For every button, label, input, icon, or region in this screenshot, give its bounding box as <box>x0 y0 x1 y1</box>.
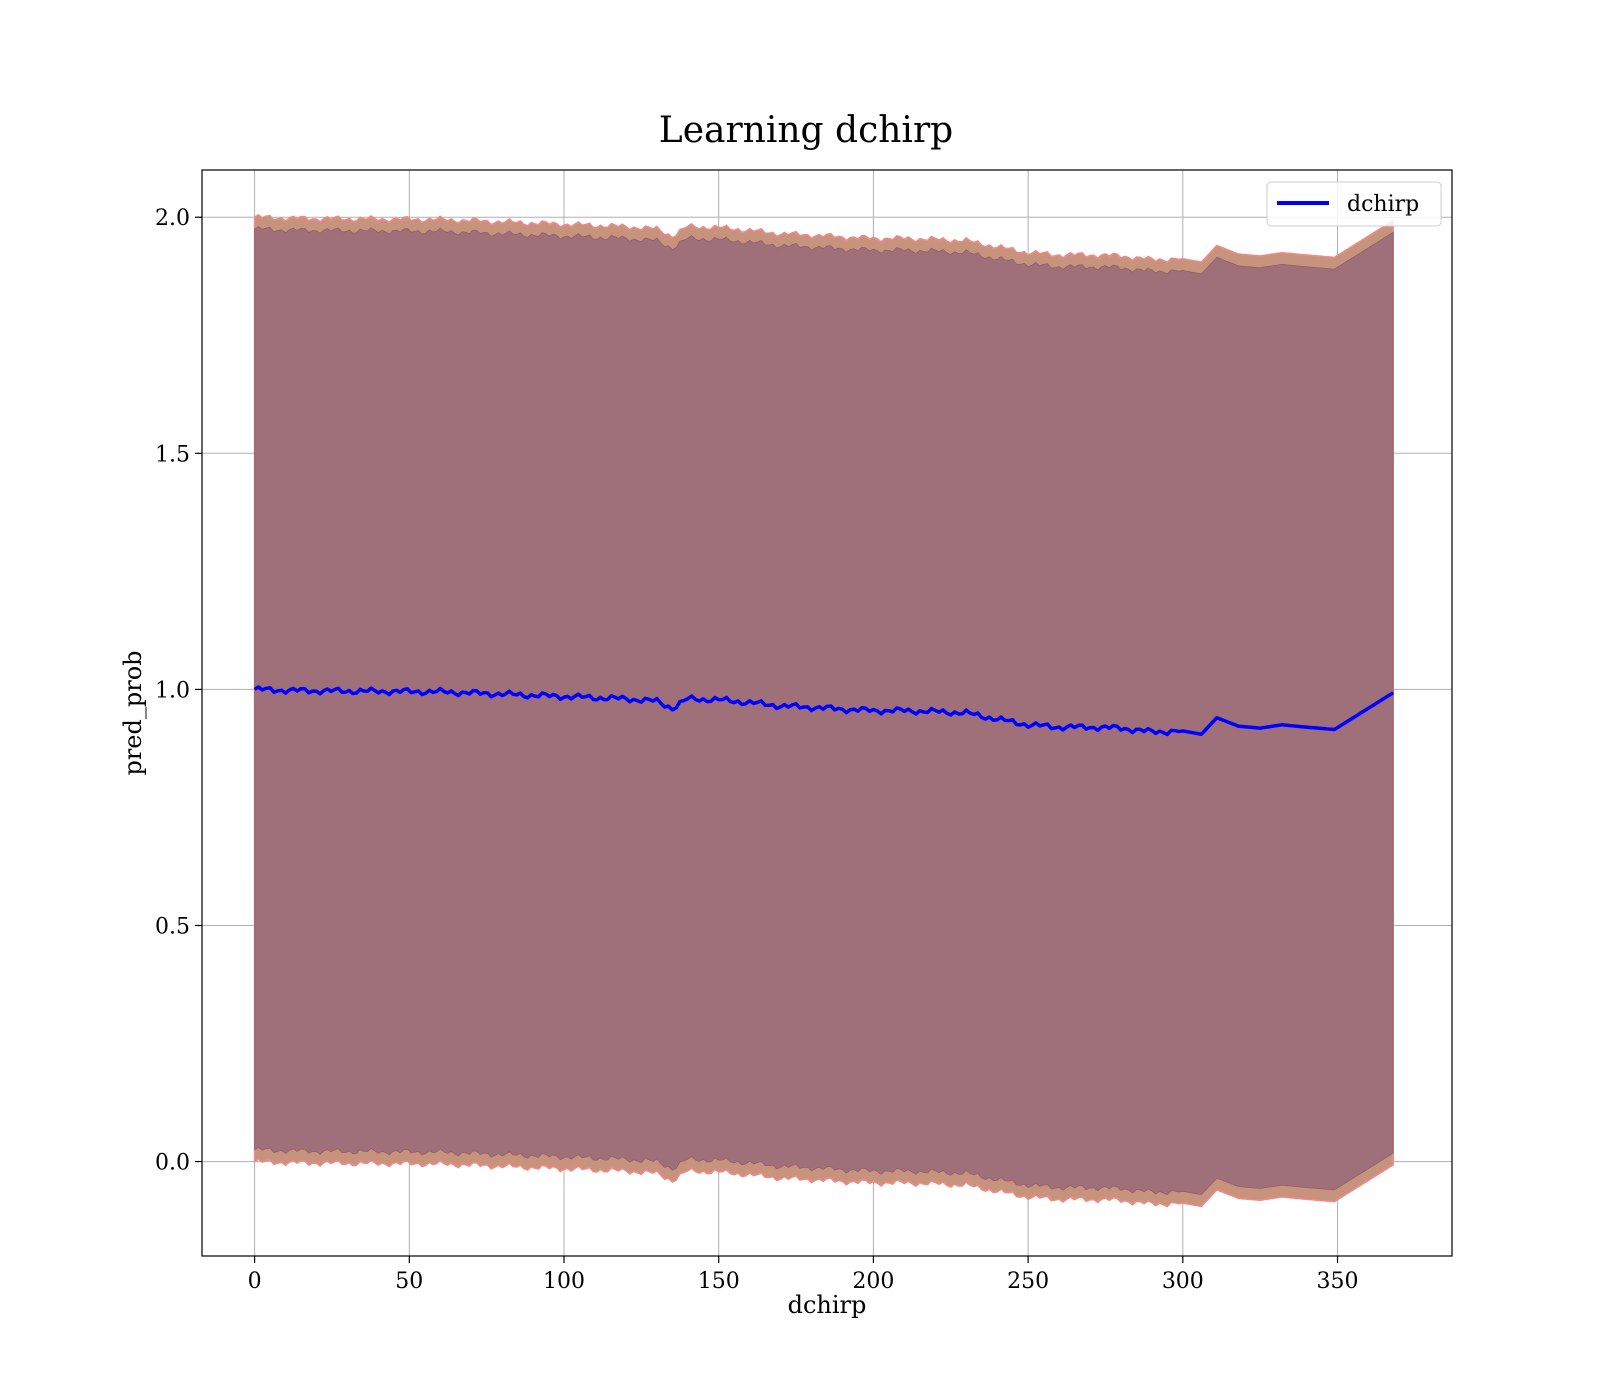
y-tick-label: 0.0 <box>155 1151 190 1176</box>
legend: dchirp <box>1266 181 1442 227</box>
y-tick-label: 0.5 <box>155 914 190 939</box>
series-lines <box>253 685 1395 737</box>
y-tick-label: 2.0 <box>155 206 190 231</box>
x-tick-label: 300 <box>1162 1269 1204 1294</box>
y-tick-label: 1.0 <box>155 678 190 703</box>
legend-box <box>1266 181 1442 227</box>
x-tick-label: 200 <box>852 1269 894 1294</box>
x-tick-label: 350 <box>1317 1269 1359 1294</box>
y-axis-label: pred_prob <box>119 650 147 775</box>
x-tick-label: 100 <box>543 1269 585 1294</box>
series-line-dchirp <box>253 685 1395 737</box>
x-tick-label: 150 <box>698 1269 740 1294</box>
chart-title: Learning dchirp <box>659 110 953 151</box>
legend-label-dchirp: dchirp <box>1347 192 1419 217</box>
x-tick-label: 250 <box>1007 1269 1049 1294</box>
x-axis-label: dchirp <box>788 1291 867 1319</box>
x-tick-label: 50 <box>395 1269 423 1294</box>
y-tick-label: 1.5 <box>155 442 190 467</box>
axis-ticks: 0 50 100 150 200 250 300 350 0.0 0.5 1.0 1.5 2.0 <box>155 206 1359 1294</box>
plot-frame <box>201 169 1453 1257</box>
x-tick-label: 0 <box>248 1269 262 1294</box>
